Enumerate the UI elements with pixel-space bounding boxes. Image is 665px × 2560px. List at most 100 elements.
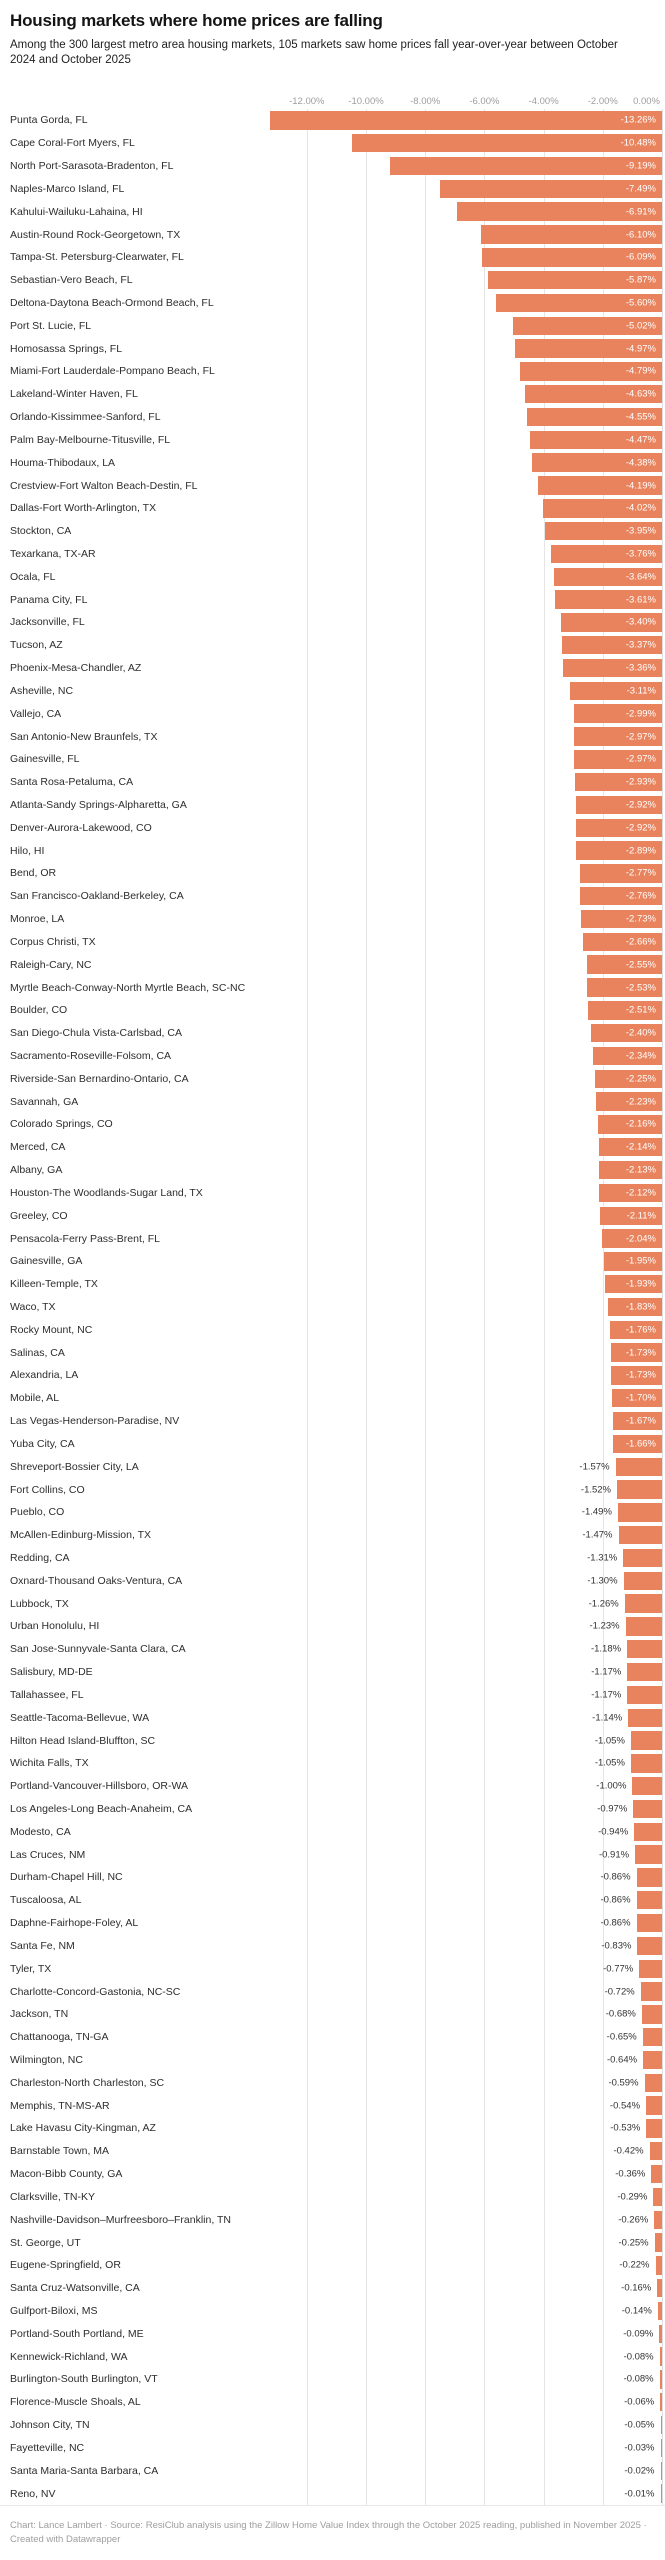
footer-credit: Chart: Lance Lambert · Source: ResiClub … — [10, 2520, 647, 2545]
value-label: -0.86% — [600, 1894, 631, 1906]
bar — [601, 1229, 662, 1248]
value-label: -2.92% — [625, 799, 656, 811]
value-label: -1.83% — [625, 1301, 656, 1313]
chart-row: Sebastian-Vero Beach, FL -5.87% — [0, 269, 665, 292]
value-label: -4.02% — [625, 502, 656, 514]
value-label: -0.01% — [624, 2488, 655, 2500]
bar — [660, 2484, 662, 2503]
value-label: -0.08% — [623, 2373, 654, 2385]
chart-row: Palm Bay-Melbourne-Titusville, FL -4.47% — [0, 428, 665, 451]
axis-tick: -8.00% — [410, 96, 441, 107]
chart-row: Wichita Falls, TX -1.05% — [0, 1752, 665, 1775]
axis-tick: -2.00% — [587, 96, 618, 107]
market-label: Santa Fe, NM — [10, 1939, 75, 1952]
value-label: -0.53% — [610, 2122, 641, 2134]
bar — [637, 1936, 662, 1956]
bar — [655, 2256, 662, 2275]
market-label: Modesto, CA — [10, 1825, 71, 1838]
bar — [562, 658, 662, 678]
value-label: -5.60% — [625, 297, 656, 309]
value-label: -5.87% — [625, 274, 656, 286]
bar — [596, 1092, 662, 1111]
market-label: Stockton, CA — [10, 525, 72, 538]
chart-row: Asheville, NC -3.11% — [0, 679, 665, 702]
market-label: Gulfport-Biloxi, MS — [10, 2305, 98, 2318]
axis-tick: -12.00% — [289, 96, 325, 107]
value-label: -1.57% — [579, 1461, 610, 1473]
chart-row: Lubbock, TX -1.26% — [0, 1592, 665, 1615]
chart-row: Modesto, CA -0.94% — [0, 1820, 665, 1843]
market-label: Tampa-St. Petersburg-Clearwater, FL — [10, 251, 184, 264]
bar — [649, 2142, 662, 2161]
bar — [636, 1868, 662, 1887]
chart-row: Austin-Round Rock-Georgetown, TX -6.10% — [0, 223, 665, 246]
chart-row: Punta Gorda, FL -13.26% — [0, 109, 665, 132]
chart-row: Fort Collins, CO -1.52% — [0, 1478, 665, 1501]
market-label: Naples-Marco Island, FL — [10, 182, 125, 195]
chart-row: Charleston-North Charleston, SC -0.59% — [0, 2071, 665, 2094]
chart-row: Dallas-Fort Worth-Arlington, TX -4.02% — [0, 497, 665, 520]
bar — [634, 1822, 662, 1842]
market-label: Gainesville, FL — [10, 753, 80, 766]
chart-row: Shreveport-Bossier City, LA -1.57% — [0, 1455, 665, 1478]
gridline — [602, 109, 604, 2505]
chart-row: Monroe, LA -2.73% — [0, 908, 665, 931]
market-label: Fayetteville, NC — [10, 2441, 85, 2454]
market-label: Killeen-Temple, TX — [10, 1278, 98, 1291]
value-label: -3.95% — [625, 525, 656, 537]
market-label: Vallejo, CA — [10, 707, 62, 720]
bar — [635, 1845, 662, 1864]
market-label: Yuba City, CA — [10, 1437, 75, 1450]
chart-row: San Jose-Sunnyvale-Santa Clara, CA -1.18% — [0, 1638, 665, 1661]
bar — [583, 932, 662, 952]
bar — [520, 362, 662, 381]
bar — [543, 499, 662, 518]
bar — [630, 1731, 662, 1750]
chart-row: Miami-Fort Lauderdale-Pompano Beach, FL -… — [0, 360, 665, 383]
market-label: Lake Havasu City-Kingman, AZ — [10, 2122, 156, 2135]
chart-row: Texarkana, TX-AR -3.76% — [0, 543, 665, 566]
chart-row: Alexandria, LA -1.73% — [0, 1364, 665, 1387]
value-label: -2.73% — [625, 913, 656, 925]
value-label: -3.64% — [625, 571, 656, 583]
market-label: Houston-The Woodlands-Sugar Land, TX — [10, 1186, 203, 1199]
bar — [599, 1183, 662, 1203]
value-label: -0.36% — [615, 2168, 646, 2180]
bar — [646, 2119, 662, 2138]
value-label: -0.06% — [624, 2396, 655, 2408]
chart-row: Hilo, HI -2.89% — [0, 839, 665, 862]
market-label: Crestview-Fort Walton Beach-Destin, FL — [10, 479, 198, 492]
bar — [351, 134, 662, 153]
market-label: Tucson, AZ — [10, 639, 63, 652]
bar — [630, 1754, 662, 1773]
chart-row: Ocala, FL -3.64% — [0, 565, 665, 588]
chart-row: Chattanooga, TN-GA -0.65% — [0, 2026, 665, 2049]
market-label: Jackson, TN — [10, 2008, 69, 2021]
market-label: Punta Gorda, FL — [10, 114, 88, 127]
value-label: -1.05% — [594, 1757, 625, 1769]
bar — [639, 1959, 662, 1978]
chart-row: Jackson, TN -0.68% — [0, 2003, 665, 2026]
market-label: Salisbury, MD-DE — [10, 1666, 93, 1679]
value-label: -0.29% — [617, 2191, 648, 2203]
bar — [653, 2187, 662, 2207]
bar — [612, 1434, 662, 1454]
value-label: -3.40% — [625, 616, 656, 628]
chart-subtitle: Among the 300 largest metro area housing… — [10, 39, 618, 66]
chart-row: San Diego-Chula Vista-Carlsbad, CA -2.40% — [0, 1022, 665, 1045]
bar — [657, 2278, 662, 2298]
chart-row: Riverside-San Bernardino-Ontario, CA -2.2… — [0, 1067, 665, 1090]
market-label: Asheville, NC — [10, 684, 74, 697]
value-label: -0.54% — [609, 2100, 641, 2112]
value-label: -1.17% — [591, 1666, 622, 1678]
gridline — [366, 109, 367, 2505]
market-label: Salinas, CA — [10, 1346, 65, 1359]
bar — [627, 1685, 662, 1705]
bar — [636, 1891, 662, 1910]
bar — [617, 1480, 662, 1499]
market-label: Riverside-San Bernardino-Ontario, CA — [10, 1072, 189, 1085]
bar — [440, 179, 662, 199]
value-label: -0.05% — [624, 2419, 655, 2431]
bar — [628, 1708, 662, 1727]
value-label: -1.00% — [596, 1780, 627, 1792]
